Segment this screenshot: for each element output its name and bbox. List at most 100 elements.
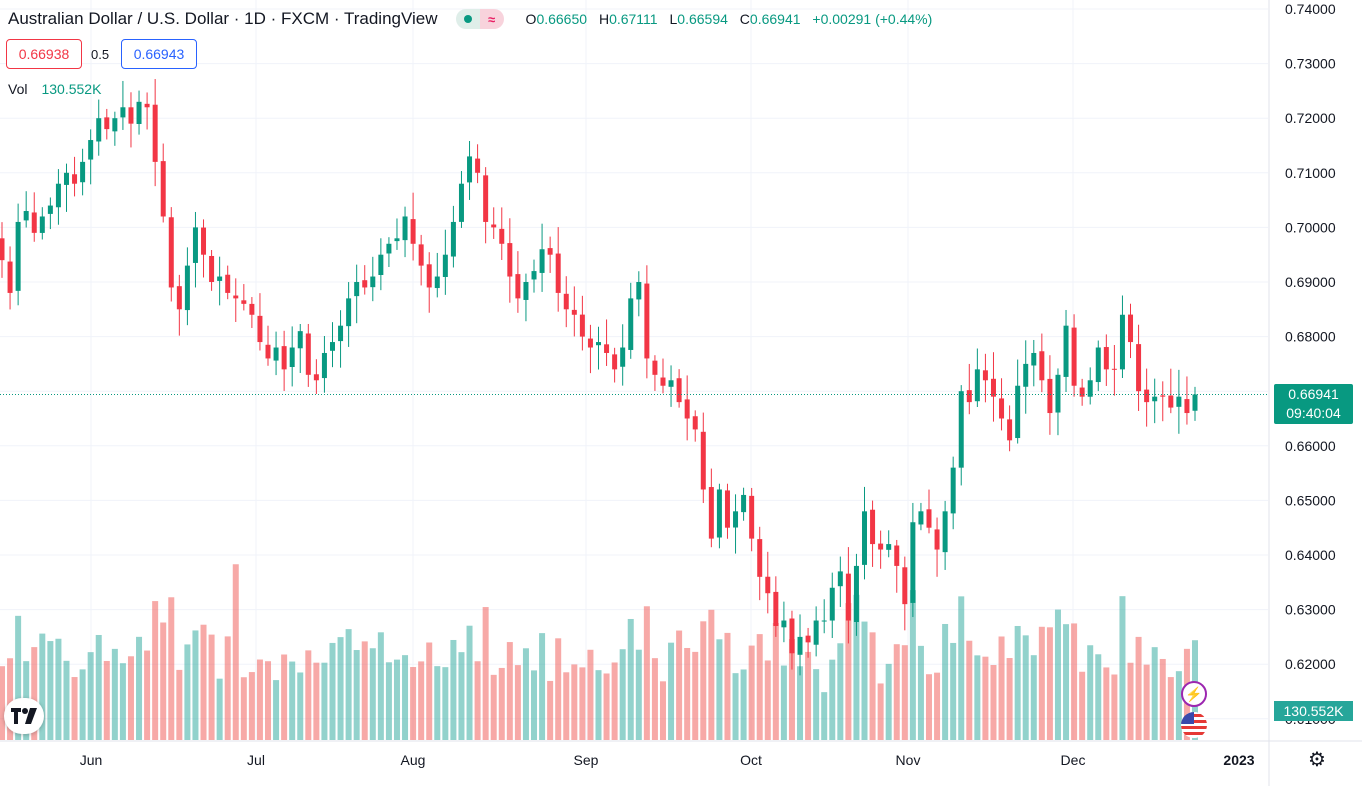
candle-body <box>531 271 537 280</box>
candle-body <box>523 282 529 300</box>
volume-bar <box>950 642 957 740</box>
candle-body <box>1144 389 1150 403</box>
candle-body <box>499 228 505 244</box>
candle-body <box>265 344 271 359</box>
volume-legend[interactable]: Vol 130.552K <box>8 81 101 97</box>
y-tick-label: 0.66000 <box>1285 438 1336 454</box>
volume-bar <box>1038 626 1045 740</box>
candle-body <box>370 276 376 288</box>
volume-bar <box>885 663 892 740</box>
sell-button[interactable]: 0.66938 <box>6 39 82 69</box>
volume-bar <box>587 649 594 740</box>
candle-body <box>1023 363 1029 387</box>
candle-body <box>273 347 279 361</box>
candle-body <box>281 346 287 370</box>
symbol-title[interactable]: Australian Dollar / U.S. Dollar · 1D · F… <box>8 9 438 28</box>
volume-bar <box>668 642 675 740</box>
us-flag-icon[interactable] <box>1181 712 1207 738</box>
candle-body <box>257 315 263 343</box>
candle-body <box>781 620 787 628</box>
market-status[interactable]: ≈ <box>455 9 504 29</box>
wave-icon[interactable]: ≈ <box>479 9 504 29</box>
candle-body <box>386 243 392 254</box>
candle-body <box>660 377 666 386</box>
candle-body <box>1152 396 1158 402</box>
y-tick-label: 0.69000 <box>1285 274 1336 290</box>
candle-body <box>475 158 481 173</box>
candle-body <box>1111 368 1117 370</box>
volume-bar <box>539 633 546 740</box>
volume-bar <box>377 632 384 740</box>
volume-bar <box>1014 625 1021 740</box>
volume-bar <box>853 594 860 740</box>
volume-bar <box>893 644 900 740</box>
candle-body <box>684 399 690 419</box>
candle-body <box>999 398 1005 419</box>
volume-bar <box>184 644 191 740</box>
buy-button[interactable]: 0.66943 <box>121 39 197 69</box>
tradingview-logo-icon[interactable] <box>4 698 44 734</box>
market-open-icon[interactable] <box>455 9 480 29</box>
volume-bar <box>95 634 102 740</box>
volume-bar <box>506 642 513 740</box>
candle-body <box>555 253 561 293</box>
candle-body <box>990 378 996 397</box>
candle-body <box>418 244 424 266</box>
volume-bar <box>925 674 932 740</box>
volume-bar <box>442 667 449 740</box>
volume-bar <box>393 659 400 740</box>
volume-bar <box>563 672 570 740</box>
candle-body <box>547 248 553 255</box>
volume-bar <box>571 664 578 740</box>
volume-bar <box>1119 596 1126 740</box>
volume-bar <box>861 621 868 740</box>
x-tick-label: Oct <box>740 752 762 768</box>
volume-bar <box>402 655 409 740</box>
candle-body <box>1039 351 1045 381</box>
volume-bar <box>474 661 481 740</box>
volume-bar <box>498 667 505 740</box>
volume-bar <box>555 638 562 740</box>
candle-body <box>676 378 682 403</box>
volume-bar <box>998 636 1005 740</box>
candle-body <box>96 118 102 142</box>
candle-body <box>628 298 634 350</box>
volume-bar <box>369 648 376 740</box>
volume-bar <box>15 615 22 740</box>
candle-body <box>1168 395 1174 408</box>
candle-body <box>862 511 868 565</box>
candle-body <box>773 591 779 626</box>
volume-bar <box>1063 624 1070 740</box>
volume-bar <box>917 645 924 740</box>
candle-body <box>708 487 714 539</box>
candle-body <box>950 467 956 514</box>
candle-body <box>225 274 231 293</box>
volume-bar <box>659 681 666 740</box>
x-tick-label: 2023 <box>1223 752 1254 768</box>
volume-bar <box>748 645 755 740</box>
candle-body <box>1079 387 1085 397</box>
candle-body <box>789 618 795 654</box>
volume-bar <box>611 662 618 740</box>
x-tick-label: Sep <box>574 752 599 768</box>
volume-bar <box>119 663 126 740</box>
volume-bar <box>627 618 634 740</box>
volume-bar <box>458 652 465 740</box>
volume-bar <box>692 651 699 740</box>
volume-bar <box>643 606 650 740</box>
candle-body <box>1176 396 1182 407</box>
volume-bar <box>877 683 884 740</box>
lightning-icon[interactable]: ⚡ <box>1181 681 1207 707</box>
gear-icon[interactable]: ⚙ <box>1308 749 1326 771</box>
candle-body <box>741 494 747 513</box>
volume-bar <box>651 658 658 740</box>
candle-body <box>571 309 577 315</box>
candle-body <box>450 221 456 257</box>
volume-bar <box>450 639 457 740</box>
candle-body <box>1063 325 1069 377</box>
volume-bar <box>772 622 779 740</box>
candle-body <box>168 217 174 288</box>
volume-bar <box>958 596 965 740</box>
